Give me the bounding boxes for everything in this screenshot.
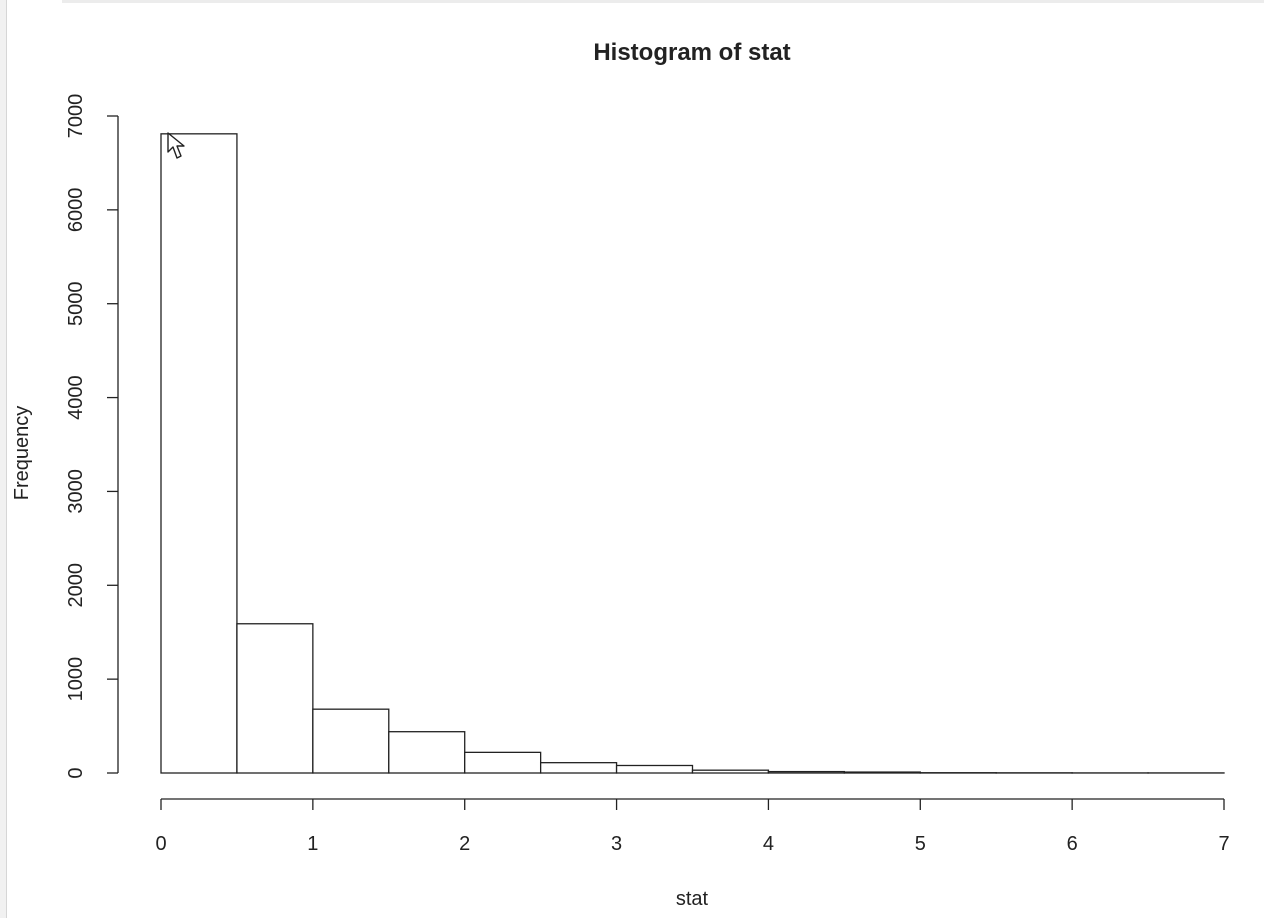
window-top-edge [62, 0, 1264, 3]
x-tick-label: 6 [1067, 833, 1078, 855]
y-tick-label: 1000 [65, 657, 87, 702]
x-tick-label: 0 [155, 833, 166, 855]
y-tick-label: 3000 [65, 469, 87, 514]
histogram-bar [464, 751, 542, 774]
histogram-bar [312, 708, 390, 774]
histogram-bars [160, 133, 1225, 774]
x-axis: 0 1 2 3 4 5 6 7 [155, 798, 1230, 855]
x-tick-label: 4 [763, 833, 774, 855]
y-tick-label: 2000 [65, 563, 87, 608]
mouse-pointer-icon [167, 132, 185, 159]
histogram-bar [615, 764, 694, 774]
histogram-bar [160, 133, 238, 774]
histogram-bar [843, 771, 921, 774]
y-tick-label: 0 [65, 767, 87, 778]
histogram-bar [691, 769, 770, 774]
histogram-bar [388, 731, 466, 774]
x-tick-label: 1 [307, 833, 318, 855]
y-tick-label: 4000 [65, 375, 87, 420]
x-tick-label: 7 [1218, 833, 1229, 855]
y-tick-label: 6000 [65, 188, 87, 233]
y-axis-label: Frequency [11, 406, 33, 501]
histogram-bar [236, 623, 314, 774]
histogram-bar [767, 770, 846, 774]
chart-title: Histogram of stat [593, 39, 790, 66]
histogram-bar [539, 762, 618, 774]
window-edge [0, 0, 7, 918]
x-tick-label: 3 [611, 833, 622, 855]
y-tick-label: 7000 [65, 94, 87, 139]
x-tick-label: 2 [459, 833, 470, 855]
x-axis-label: stat [676, 888, 709, 910]
y-axis: 0 1000 2000 3000 4000 5000 6000 7000 [65, 94, 119, 779]
x-tick-label: 5 [915, 833, 926, 855]
y-tick-label: 5000 [65, 281, 87, 326]
